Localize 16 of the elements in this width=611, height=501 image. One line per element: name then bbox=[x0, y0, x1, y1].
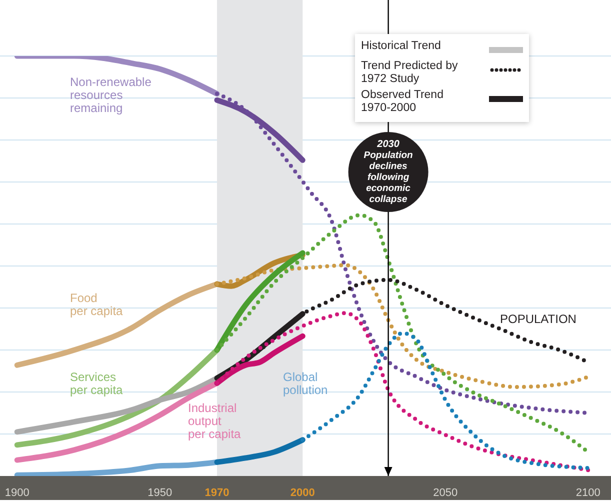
annotation: Observed Trend 1970-2000 bbox=[361, 89, 444, 115]
series-label: Food per capita bbox=[70, 291, 123, 318]
x-tick-label: 1970 bbox=[204, 487, 230, 499]
series-label: Services per capita bbox=[70, 370, 123, 397]
x-tick-label: 1950 bbox=[148, 487, 172, 499]
x-tick-label: 2050 bbox=[433, 487, 458, 499]
text: Global pollution bbox=[283, 370, 328, 397]
series-label: Industrial output per capita bbox=[188, 401, 241, 441]
x-tick-label: 2100 bbox=[576, 487, 600, 499]
annotation: Trend Predicted by 1972 Study bbox=[361, 60, 459, 86]
legend-box: Historical Trend Trend Predicted by 1972 Study Observed Trend 1970-2000 bbox=[355, 34, 529, 122]
x-tick-label: 1900 bbox=[4, 487, 30, 499]
ref-line-label: 2030 Population declines following economic collapse bbox=[364, 139, 414, 205]
x-tick-label: 2000 bbox=[290, 487, 315, 499]
series-label: POPULATION bbox=[500, 312, 576, 326]
series-label: Non-renewable resources remaining bbox=[70, 75, 152, 115]
